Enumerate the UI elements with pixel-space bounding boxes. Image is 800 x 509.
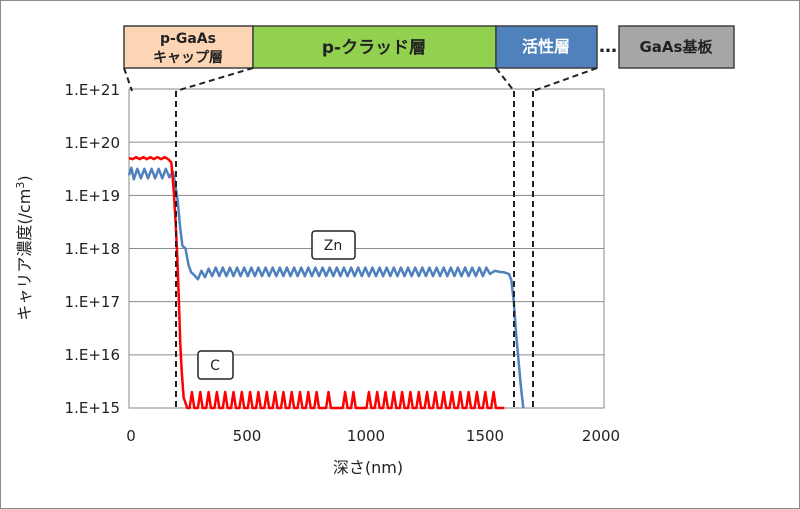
series-line-c xyxy=(128,155,505,410)
x-tick-label: 1000 xyxy=(347,427,385,445)
layer-label-substrate: GaAs基板 xyxy=(640,38,714,56)
y-tick-labels: 1.E+21 1.E+20 1.E+19 1.E+18 1.E+17 1.E+1… xyxy=(65,81,120,417)
series-line-zn xyxy=(127,166,525,409)
layer-label-clad: p-クラッド層 xyxy=(322,38,426,58)
connector-line xyxy=(495,67,515,92)
x-tick-label: 1500 xyxy=(466,427,504,445)
y-tick-label: 1.E+16 xyxy=(65,346,120,364)
connector-line xyxy=(175,67,254,92)
annotation-zn: Zn xyxy=(311,230,356,260)
layer-ellipsis: … xyxy=(599,36,617,57)
y-axis-title-main: キャリア濃度(/cm xyxy=(15,189,34,321)
y-tick-label: 1.E+17 xyxy=(65,293,120,311)
y-tick-label: 1.E+20 xyxy=(65,134,120,152)
layer-box-substrate xyxy=(618,25,735,69)
x-tick-label: 2000 xyxy=(582,427,620,445)
x-axis-title: 深さ(nm) xyxy=(333,458,403,477)
layer-band: p-GaAs キャップ層 p-クラッド層 活性層 … GaAs基板 xyxy=(123,25,735,69)
y-tick-label: 1.E+21 xyxy=(65,81,120,99)
annotation-zn-box xyxy=(311,230,356,260)
annotation-c-label: C xyxy=(210,358,220,374)
layer-box-active xyxy=(495,25,598,69)
y-axis-title-sup: 3 xyxy=(14,182,27,189)
layer-connectors xyxy=(123,67,598,408)
annotation-c-box xyxy=(197,350,234,380)
layer-box-clad xyxy=(252,25,497,69)
y-tick-label: 1.E+15 xyxy=(65,399,120,417)
x-tick-label: 500 xyxy=(233,427,262,445)
layer-label-active: 活性層 xyxy=(522,37,570,56)
y-axis-title: キャリア濃度(/cm3) xyxy=(14,175,34,320)
connector-line xyxy=(532,67,598,92)
x-tick-label: 0 xyxy=(126,427,136,445)
annotation-c: C xyxy=(197,350,234,380)
y-tick-label: 1.E+19 xyxy=(65,187,120,205)
connector-line xyxy=(123,67,133,92)
layer-label-cap-line1: p-GaAs xyxy=(160,31,216,47)
y-axis-title-close: ) xyxy=(15,175,34,181)
series-layer xyxy=(127,155,525,410)
y-tick-label: 1.E+18 xyxy=(65,240,120,258)
annotation-zn-label: Zn xyxy=(324,238,342,254)
layer-label-cap-line2: キャップ層 xyxy=(153,50,223,66)
layer-box-cap xyxy=(123,25,254,69)
x-tick-labels: 0 500 1000 1500 2000 xyxy=(126,427,620,445)
